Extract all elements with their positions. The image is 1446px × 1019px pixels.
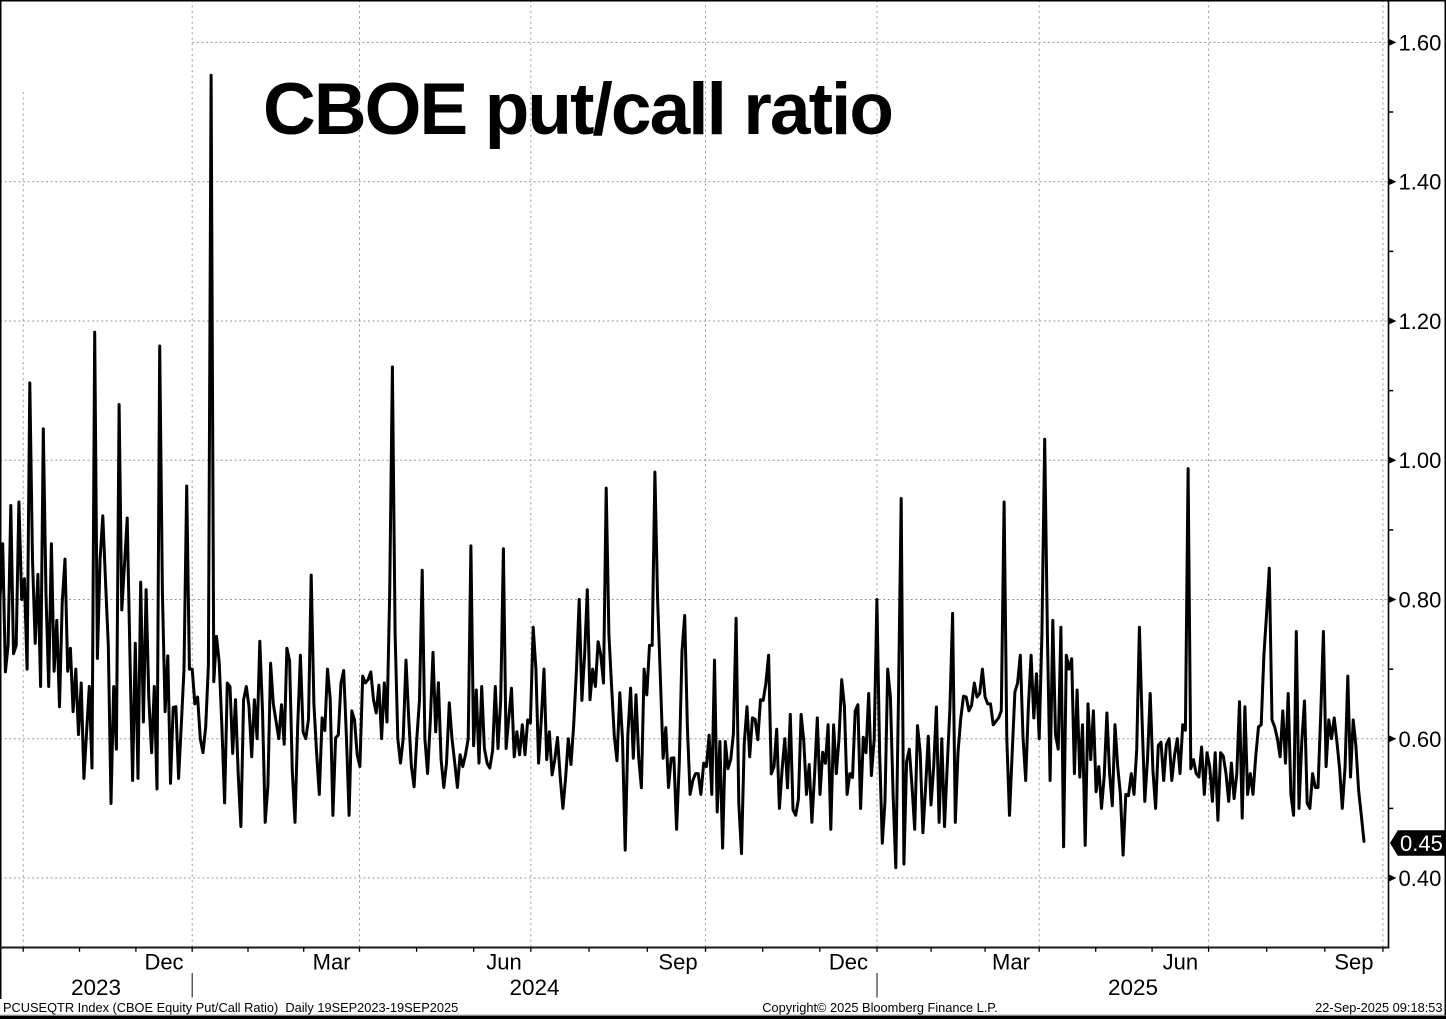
- svg-text:Dec: Dec: [144, 950, 183, 975]
- svg-text:1.00: 1.00: [1399, 448, 1442, 473]
- svg-text:0.40: 0.40: [1399, 866, 1442, 891]
- svg-text:2025: 2025: [1108, 975, 1158, 1000]
- svg-text:2024: 2024: [509, 975, 559, 1000]
- svg-text:Copyright© 2025 Bloomberg Fina: Copyright© 2025 Bloomberg Finance L.P.: [762, 1000, 997, 1015]
- svg-text:Jun: Jun: [1163, 950, 1198, 975]
- svg-text:PCUSEQTR Index (CBOE Equity Pu: PCUSEQTR Index (CBOE Equity Put/Call Rat…: [3, 1000, 458, 1015]
- svg-text:Dec: Dec: [829, 950, 868, 975]
- svg-text:Mar: Mar: [313, 950, 351, 975]
- svg-text:CBOE put/call ratio: CBOE put/call ratio: [263, 69, 892, 150]
- svg-text:Jun: Jun: [486, 950, 521, 975]
- svg-text:Sep: Sep: [658, 950, 697, 975]
- svg-text:0.60: 0.60: [1399, 727, 1442, 752]
- svg-text:0.45: 0.45: [1400, 831, 1443, 856]
- svg-text:22-Sep-2025 09:18:53: 22-Sep-2025 09:18:53: [1315, 1000, 1442, 1015]
- svg-text:1.60: 1.60: [1399, 30, 1442, 55]
- svg-text:1.20: 1.20: [1399, 309, 1442, 334]
- svg-text:0.80: 0.80: [1399, 588, 1442, 613]
- svg-text:Mar: Mar: [992, 950, 1030, 975]
- svg-text:Sep: Sep: [1334, 950, 1373, 975]
- svg-text:2023: 2023: [71, 975, 121, 1000]
- svg-text:1.40: 1.40: [1399, 170, 1442, 195]
